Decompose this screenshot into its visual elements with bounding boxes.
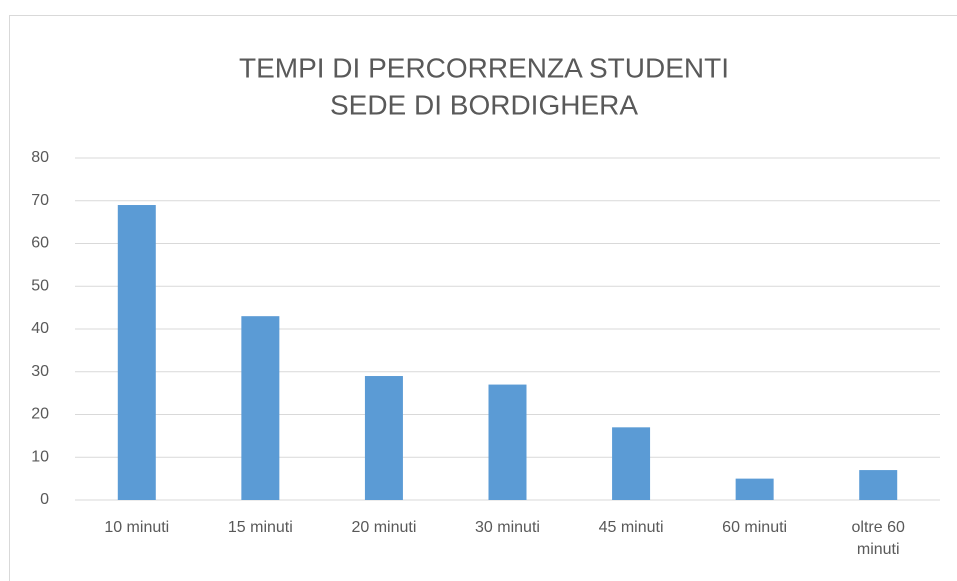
- y-tick-label: 20: [31, 406, 49, 423]
- y-tick-label: 80: [31, 149, 49, 166]
- y-tick-label: 60: [31, 235, 49, 252]
- bar: [735, 478, 774, 500]
- y-tick-label: 50: [31, 277, 49, 294]
- y-tick-label: 40: [31, 320, 49, 337]
- x-tick-label: 10 minuti: [104, 519, 170, 536]
- chart-title: SEDE DI BORDIGHERA: [330, 89, 638, 120]
- y-tick-label: 30: [31, 363, 49, 380]
- bar: [488, 384, 527, 500]
- bar: [859, 470, 898, 500]
- bar: [117, 205, 156, 500]
- x-tick-label: 20 minuti: [351, 519, 417, 536]
- y-tick-label: 10: [31, 448, 49, 465]
- y-tick-label: 0: [40, 491, 49, 508]
- x-tick-label: 60 minuti: [722, 519, 788, 536]
- bar: [241, 316, 280, 500]
- x-tick-label: 30 minuti: [475, 519, 540, 536]
- x-tick-label: 15 minuti: [227, 519, 293, 536]
- chart-border: [9, 15, 957, 581]
- bar: [612, 427, 651, 500]
- y-tick-label: 70: [31, 192, 49, 209]
- chart-title: TEMPI DI PERCORRENZA STUDENTI: [239, 52, 729, 83]
- x-tick-label: oltre 60 minuti: [851, 519, 905, 558]
- x-tick-label: 45 minuti: [598, 519, 664, 536]
- bar: [364, 376, 403, 500]
